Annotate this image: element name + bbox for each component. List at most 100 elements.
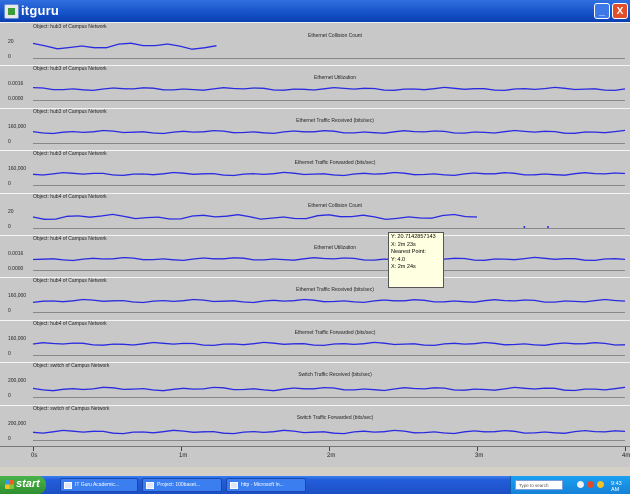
stat-panel[interactable]: Object: hub3 of Campus Network Ethernet T… bbox=[0, 150, 630, 194]
stat-panel[interactable]: Object: hub4 of Campus Network Ethernet T… bbox=[0, 277, 630, 321]
panel-baseline bbox=[33, 270, 625, 271]
tooltip-line: X: 2m 24s bbox=[391, 264, 416, 270]
panel-statistic-label: Ethernet Traffic Received (bits/sec) bbox=[296, 287, 374, 294]
panel-object-label: Object: hub4 of Campus Network bbox=[33, 236, 107, 242]
y-axis-top-label: 160,000 bbox=[8, 335, 27, 342]
panel-trace bbox=[32, 386, 626, 392]
panel-object-label: Object: hub4 of Campus Network bbox=[33, 193, 107, 200]
panel-statistic-label: Ethernet Utilization bbox=[314, 245, 356, 251]
y-axis-bottom-label: 0.0000 bbox=[8, 266, 24, 272]
trace-line bbox=[32, 299, 626, 304]
y-axis-bottom-label: 0 bbox=[8, 54, 11, 60]
taskbar-item-browser[interactable]: http - Microsoft In... bbox=[226, 478, 306, 492]
y-axis-top-label: 160,000 bbox=[8, 123, 27, 130]
window-icon bbox=[146, 482, 154, 489]
trace-line bbox=[32, 256, 626, 262]
stat-panel[interactable]: Object: hub3 of Campus Network Ethernet T… bbox=[0, 108, 630, 152]
panel-trace bbox=[32, 256, 626, 262]
tray-icon[interactable] bbox=[577, 481, 584, 488]
panel-object-label: Object: hub3 of Campus Network bbox=[33, 108, 107, 115]
y-axis-top-label: 160,000 bbox=[8, 293, 27, 300]
panel-statistic-label: Switch Traffic Received (bits/sec) bbox=[298, 372, 372, 379]
panel-object-label: Object: switch of Campus Network bbox=[33, 405, 110, 412]
trace-line bbox=[32, 341, 626, 346]
y-axis-bottom-label: 0 bbox=[8, 350, 11, 357]
search-input[interactable]: Type to search bbox=[515, 480, 563, 490]
y-axis-bottom-label: 0 bbox=[8, 308, 11, 315]
panel-statistic-label: Ethernet Utilization bbox=[314, 75, 356, 82]
tooltip-line: Nearest Point: bbox=[391, 249, 426, 255]
panel-baseline bbox=[33, 185, 625, 187]
y-axis-bottom-label: 0.0000 bbox=[8, 96, 24, 103]
taskbar-item-label: IT Guru Academic... bbox=[75, 482, 120, 488]
start-button[interactable]: start bbox=[0, 476, 46, 494]
panel-baseline bbox=[33, 439, 625, 441]
tray-icon[interactable] bbox=[587, 481, 594, 488]
panel-object-label: Object: hub4 of Campus Network bbox=[33, 278, 107, 285]
trace-line bbox=[32, 386, 626, 392]
panel-object-label: Object: hub4 of Campus Network bbox=[33, 320, 107, 327]
y-axis-bottom-label: 0 bbox=[8, 223, 11, 230]
panel-baseline bbox=[33, 354, 625, 356]
x-tick-label: 0s bbox=[31, 453, 38, 459]
panel-trace bbox=[32, 42, 217, 50]
trace-line bbox=[32, 213, 478, 220]
panel-trace bbox=[32, 341, 626, 346]
app-icon bbox=[4, 4, 19, 19]
panel-baseline bbox=[33, 227, 625, 229]
x-tick bbox=[625, 447, 626, 451]
browser-icon bbox=[230, 482, 238, 489]
x-tick bbox=[329, 447, 330, 451]
data-point-tooltip: Y: 20.7142857143 X: 2m 23s Nearest Point… bbox=[388, 232, 444, 288]
panel-statistic-label: Ethernet Collision Count bbox=[308, 202, 362, 209]
system-tray: Type to search 9:43 AM bbox=[510, 476, 630, 494]
trace-line bbox=[32, 87, 626, 92]
taskbar-item-label: Project: 100baset... bbox=[157, 482, 201, 488]
trace-line bbox=[32, 129, 626, 134]
x-tick-label: 4m bbox=[622, 453, 630, 459]
trace-point bbox=[523, 225, 526, 228]
start-label: start bbox=[16, 478, 40, 490]
panel-object-label: Object: hub3 of Campus Network bbox=[33, 151, 107, 158]
stat-panel[interactable]: Object: hub4 of Campus Network Ethernet T… bbox=[0, 320, 630, 364]
tooltip-line: Y: 20.7142857143 bbox=[391, 234, 436, 240]
tray-icon[interactable] bbox=[597, 481, 604, 488]
panel-object-label: Object: hub3 of Campus Network bbox=[33, 24, 107, 30]
minimize-button[interactable]: _ bbox=[594, 3, 610, 19]
y-axis-top-label: 20 bbox=[8, 39, 14, 45]
panel-trace bbox=[32, 171, 626, 177]
close-button[interactable]: X bbox=[612, 3, 628, 19]
y-axis-top-label: 20 bbox=[8, 208, 14, 215]
title-bar: itguru _ X bbox=[0, 0, 630, 22]
trace-line bbox=[32, 171, 626, 177]
x-tick-label: 1m bbox=[179, 453, 188, 459]
y-axis-bottom-label: 0 bbox=[8, 181, 11, 188]
panel-baseline bbox=[33, 142, 625, 144]
trace-line bbox=[32, 42, 217, 50]
y-axis-top-label: 200,000 bbox=[8, 378, 27, 385]
panel-statistic-label: Ethernet Traffic Forwarded (bits/sec) bbox=[294, 160, 376, 167]
taskbar-item-project[interactable]: Project: 100baset... bbox=[142, 478, 222, 492]
panel-trace bbox=[32, 213, 550, 228]
stat-panel[interactable]: Object: hub3 of Campus Network Ethernet C… bbox=[0, 23, 630, 67]
panel-baseline bbox=[33, 397, 625, 399]
time-axis: 0s 1m 2m 3m 4m bbox=[0, 446, 630, 467]
tooltip-line: X: 2m 23s bbox=[391, 241, 416, 248]
stat-panel[interactable]: Object: hub4 of Campus Network Ethernet C… bbox=[0, 193, 630, 236]
x-tick bbox=[181, 447, 182, 451]
panel-baseline bbox=[33, 100, 625, 102]
stat-panel[interactable]: Object: hub4 of Campus Network Ethernet U… bbox=[0, 235, 630, 279]
tooltip-line: Y: 4.0 bbox=[391, 256, 406, 263]
stat-panel[interactable]: Object: switch of Campus Network Switch T… bbox=[0, 362, 630, 406]
clock: 9:43 AM bbox=[611, 481, 622, 493]
panel-trace bbox=[32, 299, 626, 304]
taskbar-item-it-guru[interactable]: IT Guru Academic... bbox=[60, 478, 138, 492]
panel-statistic-label: Ethernet Traffic Received (bits/sec) bbox=[296, 117, 374, 124]
results-panel: Object: hub3 of Campus Network Ethernet C… bbox=[0, 22, 630, 448]
trace-point bbox=[547, 225, 550, 228]
y-axis-top-label: 200,000 bbox=[8, 420, 27, 427]
stat-panel[interactable]: Object: switch of Campus Network Switch T… bbox=[0, 405, 630, 448]
y-axis-bottom-label: 0 bbox=[8, 393, 11, 400]
stat-panel[interactable]: Object: hub3 of Campus Network Ethernet U… bbox=[0, 65, 630, 109]
y-axis-top-label: 0.0016 bbox=[8, 81, 24, 88]
